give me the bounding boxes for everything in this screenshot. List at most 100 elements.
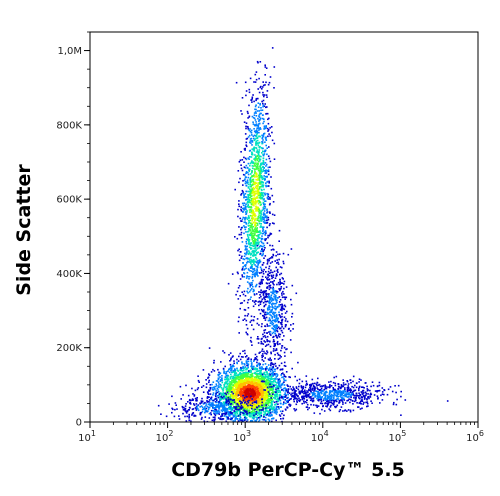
data-point: [234, 369, 237, 371]
data-point: [262, 363, 264, 366]
data-point: [259, 173, 261, 175]
data-point: [283, 351, 286, 354]
data-point: [248, 380, 250, 383]
data-point: [259, 204, 262, 206]
data-point: [271, 401, 273, 403]
data-point: [294, 375, 296, 378]
data-point: [272, 348, 275, 350]
data-point: [254, 73, 257, 76]
data-point: [252, 197, 254, 200]
data-point: [244, 228, 247, 231]
data-point: [254, 239, 256, 241]
data-point: [253, 274, 256, 276]
data-point: [234, 419, 236, 421]
data-point: [248, 104, 250, 107]
data-point: [283, 280, 286, 283]
data-point: [253, 137, 255, 140]
data-point: [247, 393, 249, 395]
data-point: [279, 410, 282, 413]
data-point: [256, 389, 259, 391]
data-point: [264, 403, 266, 406]
data-point: [226, 374, 229, 377]
data-point: [267, 391, 270, 393]
data-point: [267, 83, 270, 86]
data-point: [250, 203, 253, 205]
data-point: [251, 377, 254, 379]
data-point: [261, 86, 264, 88]
data-point: [234, 392, 237, 395]
data-point: [239, 251, 242, 253]
data-point: [351, 385, 353, 388]
data-point: [258, 91, 261, 94]
data-point: [245, 171, 248, 173]
data-point: [269, 76, 272, 78]
data-point: [239, 383, 242, 385]
data-point: [275, 388, 277, 391]
data-point: [249, 243, 251, 245]
data-point: [244, 394, 246, 396]
data-point: [281, 277, 284, 279]
data-point: [259, 294, 261, 296]
data-point: [252, 300, 254, 302]
data-point: [254, 108, 256, 111]
data-point: [264, 206, 267, 208]
data-point: [251, 161, 253, 163]
data-point: [216, 395, 219, 397]
data-point: [259, 381, 261, 384]
data-point: [221, 375, 223, 377]
data-point: [265, 414, 267, 416]
data-point: [279, 381, 281, 383]
data-point: [274, 374, 276, 376]
data-point: [279, 393, 282, 396]
data-point: [229, 387, 232, 389]
data-point: [251, 192, 254, 194]
data-point: [263, 128, 266, 130]
data-point: [259, 351, 261, 354]
data-point: [260, 391, 262, 393]
data-point: [275, 254, 277, 257]
data-point: [262, 99, 265, 102]
data-point: [218, 371, 220, 374]
data-point: [249, 383, 252, 385]
data-point: [236, 384, 239, 387]
data-point: [276, 374, 279, 376]
data-point: [219, 399, 221, 402]
data-point: [264, 239, 266, 242]
data-point: [237, 360, 240, 362]
data-point: [266, 112, 269, 115]
data-point: [235, 394, 237, 396]
data-point: [254, 398, 257, 401]
data-point: [210, 398, 213, 401]
data-point: [263, 331, 266, 334]
data-point: [258, 297, 261, 299]
data-point: [227, 382, 229, 385]
data-point: [277, 335, 280, 337]
data-point: [254, 172, 256, 174]
data-point: [270, 126, 273, 128]
data-point: [281, 266, 283, 269]
data-point: [266, 344, 268, 346]
data-point: [217, 368, 219, 371]
data-point: [263, 94, 266, 96]
data-point: [263, 340, 265, 342]
data-point: [262, 272, 265, 275]
data-point: [245, 395, 248, 397]
data-point: [268, 400, 270, 403]
data-point: [258, 300, 261, 303]
data-point: [247, 112, 249, 115]
data-point: [242, 184, 244, 186]
data-point: [277, 354, 280, 356]
data-point: [295, 408, 298, 411]
data-point: [260, 268, 263, 270]
data-point: [268, 267, 270, 270]
data-point: [269, 412, 272, 414]
data-point: [400, 414, 402, 416]
data-point: [256, 134, 258, 136]
data-point: [260, 279, 263, 281]
data-point: [242, 388, 244, 391]
data-point: [279, 273, 281, 276]
data-point: [272, 371, 274, 373]
data-point: [251, 250, 253, 253]
data-point: [265, 125, 267, 127]
data-point: [242, 377, 244, 380]
